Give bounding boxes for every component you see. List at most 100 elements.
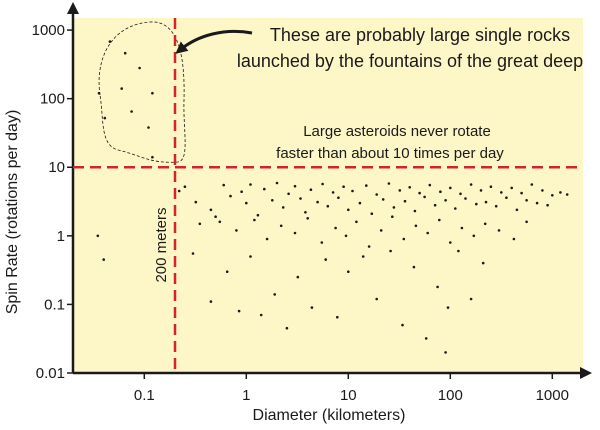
data-point <box>194 200 198 204</box>
data-point <box>510 186 513 190</box>
data-point <box>444 351 447 354</box>
data-point <box>444 199 447 202</box>
data-point <box>222 183 225 187</box>
data-point <box>436 285 439 289</box>
y-tick-label: 1 <box>57 228 65 245</box>
asteroids-annotation-line2: faster than about 10 times per day <box>276 145 504 162</box>
x-tick-label: 100 <box>438 387 463 404</box>
data-point <box>439 190 442 193</box>
data-point <box>344 234 348 238</box>
data-point <box>365 184 368 187</box>
data-point <box>370 212 374 215</box>
data-point <box>391 215 394 218</box>
data-point <box>392 206 396 209</box>
data-point <box>249 183 252 186</box>
data-point <box>347 270 350 274</box>
data-point <box>530 183 534 186</box>
data-point <box>484 200 488 204</box>
y-tick-label: 10 <box>48 159 65 176</box>
x-tick-label: 10 <box>340 387 357 404</box>
data-point <box>433 203 437 207</box>
data-point <box>218 220 222 224</box>
data-point <box>515 208 519 212</box>
data-point <box>375 193 379 196</box>
data-point <box>342 185 345 188</box>
data-point <box>214 215 217 218</box>
data-point <box>520 191 523 195</box>
data-point <box>464 197 467 200</box>
data-point <box>438 218 441 222</box>
data-point <box>401 323 404 327</box>
data-point <box>408 186 412 189</box>
y-tick-label: 1000 <box>32 22 65 39</box>
data-point <box>426 231 430 235</box>
data-point <box>367 245 371 248</box>
data-point <box>500 191 503 194</box>
data-point <box>279 224 283 228</box>
data-point <box>263 187 266 191</box>
data-point <box>102 258 105 261</box>
data-point <box>273 293 277 296</box>
data-point <box>225 270 229 274</box>
data-point <box>525 220 528 224</box>
y-tick-label: 0.01 <box>36 365 65 382</box>
data-point <box>418 191 421 195</box>
small-rocks-outline <box>98 21 186 163</box>
data-point <box>309 188 313 191</box>
data-point <box>147 126 150 129</box>
rocks-annotation-line1: These are probably large single rocks <box>270 25 570 45</box>
data-point <box>97 91 101 95</box>
plot-area <box>73 18 583 373</box>
data-point <box>494 204 498 208</box>
y-tick-label: 100 <box>40 91 65 108</box>
data-point <box>151 155 154 159</box>
data-point <box>245 201 248 205</box>
data-point <box>229 194 232 198</box>
data-point <box>403 199 407 203</box>
data-point <box>299 197 302 200</box>
y-axis-title: Spin Rate (rotations per day) <box>4 110 21 315</box>
vline-label: 200 meters <box>153 207 170 282</box>
data-point <box>428 183 432 187</box>
data-point <box>497 229 501 232</box>
data-point <box>259 313 263 317</box>
data-point <box>209 300 213 303</box>
data-point <box>240 190 243 193</box>
data-point <box>412 265 416 269</box>
data-point <box>565 193 569 196</box>
x-tick-label: 1000 <box>536 387 569 404</box>
data-point <box>358 201 362 205</box>
data-point <box>271 199 274 202</box>
data-point <box>177 189 181 193</box>
data-point <box>183 185 187 188</box>
data-point <box>423 195 426 199</box>
data-point <box>320 241 324 244</box>
data-point <box>454 207 457 210</box>
data-point <box>321 182 324 186</box>
x-tick-label: 0.1 <box>134 387 155 404</box>
data-point <box>469 183 473 186</box>
data-point <box>446 306 450 309</box>
data-point <box>424 337 428 340</box>
data-point <box>265 237 269 241</box>
data-point <box>296 275 300 279</box>
asteroids-annotation-line1: Large asteroids never rotate <box>303 123 491 140</box>
data-point <box>459 192 462 196</box>
data-point <box>525 199 528 202</box>
data-point <box>285 326 289 330</box>
data-point <box>381 198 385 201</box>
y-tick-label: 0.1 <box>44 296 65 313</box>
data-point <box>449 241 452 244</box>
data-point <box>256 213 260 217</box>
data-point <box>130 110 133 113</box>
data-point <box>402 237 406 241</box>
x-tick-label: 1 <box>242 387 250 404</box>
data-point <box>551 194 554 197</box>
data-point <box>331 191 335 194</box>
data-point <box>316 200 319 204</box>
data-point <box>469 297 473 301</box>
data-point <box>123 51 127 55</box>
data-point <box>505 196 508 199</box>
data-point <box>191 252 195 255</box>
data-point <box>310 306 314 309</box>
